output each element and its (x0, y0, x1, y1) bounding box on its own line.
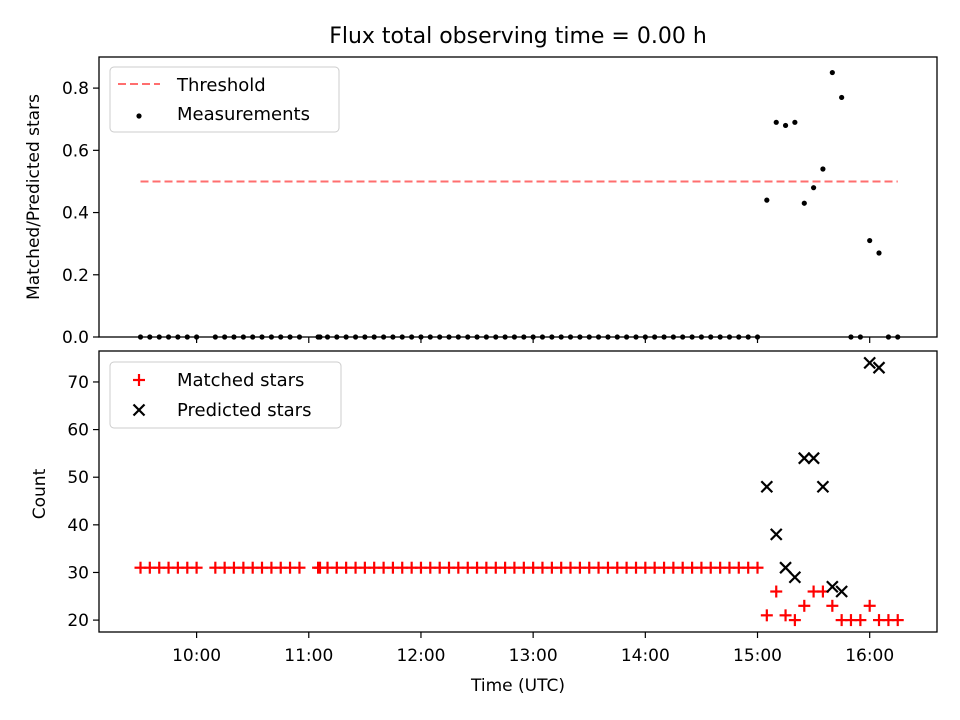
measurements-legend-swatch (136, 113, 142, 119)
matched-star-point (760, 609, 773, 622)
predicted-star-point (826, 580, 839, 594)
predicted-star-point (798, 451, 811, 465)
top-y-tick-label: 0.6 (62, 141, 89, 161)
x-tick-label: 12:00 (396, 646, 445, 666)
bottom-legend-box (109, 361, 342, 429)
x-tick-label: 10:00 (172, 646, 221, 666)
measurement-point (829, 69, 835, 76)
predicted-star-point (807, 451, 820, 465)
top-y-tick-label: 0.0 (62, 328, 89, 348)
bottom-y-tick-label: 30 (67, 563, 89, 583)
top-legend: Threshold Measurements (109, 66, 340, 133)
x-tick-label: 16:00 (845, 646, 894, 666)
x-axis-label: Time (UTC) (470, 676, 565, 696)
bottom-plot-frame (98, 350, 938, 633)
measurement-point (810, 185, 817, 191)
measurement-point (820, 166, 826, 172)
predicted-legend-swatch (132, 403, 146, 417)
measurement-point (876, 250, 882, 256)
bottom-y-tick-label: 50 (67, 468, 89, 488)
matched-star-point (788, 614, 801, 627)
measurement-point (764, 197, 770, 203)
matched-star-point (826, 599, 839, 612)
bottom-x-ticks: 10:00 11:00 12:00 13:00 14:00 15:00 16:00 (172, 632, 894, 666)
bottom-y-tick-label: 70 (67, 373, 89, 393)
bottom-plot-marks (134, 356, 904, 627)
matched-star-point (751, 561, 764, 574)
predicted-legend-label: Predicted stars (177, 400, 311, 421)
predicted-star-point (788, 570, 802, 584)
matched-legend-swatch (133, 374, 145, 386)
predicted-star-point (769, 528, 783, 541)
matched-star-point (293, 561, 306, 574)
top-y-tick-label: 0.2 (62, 266, 89, 286)
matched-star-point (891, 614, 904, 627)
matched-star-point (854, 614, 867, 627)
measurement-point (782, 122, 789, 129)
top-panel: 0.00.20.40.60.8 Matched/Predicted stars … (24, 56, 938, 348)
predicted-star-point (816, 480, 830, 494)
bottom-y-tick-label: 40 (67, 516, 89, 536)
measurement-point (839, 94, 845, 101)
bottom-y-tick-label: 60 (67, 421, 89, 441)
matched-star-point (770, 585, 783, 598)
matched-star-point (798, 599, 811, 612)
x-tick-label: 13:00 (509, 646, 558, 666)
measurements-legend-label: Measurements (177, 104, 310, 125)
bottom-y-ticks: 20 30 40 50 60 70 (67, 373, 99, 631)
predicted-star-point (863, 356, 876, 370)
bottom-y-axis-label: Count (30, 468, 50, 519)
top-y-tick-label: 0.4 (62, 204, 89, 224)
measurement-point (867, 237, 873, 244)
x-tick-label: 11:00 (284, 646, 333, 666)
matched-legend-label: Matched stars (177, 370, 304, 391)
bottom-panel: 20 30 40 50 60 70 10:00 11:00 12:00 13:00 14:00 15… (30, 350, 938, 696)
top-legend-box (109, 66, 340, 133)
predicted-star-point (872, 361, 886, 374)
matched-star-point (779, 609, 792, 622)
predicted-star-point (760, 480, 774, 494)
matched-star-point (863, 599, 876, 612)
bottom-legend: Matched stars Predicted stars (109, 361, 342, 429)
threshold-legend-label: Threshold (176, 75, 266, 96)
measurement-point (773, 119, 779, 125)
top-y-ticks: 0.0 0.2 0.4 0.6 0.8 (62, 79, 871, 348)
matched-star-point (190, 561, 203, 574)
top-plot-frame (98, 56, 938, 338)
chart-title: Flux total observing time = 0.00 h (329, 24, 707, 49)
predicted-star-point (779, 561, 792, 574)
x-tick-label: 15:00 (733, 646, 782, 666)
top-y-tick-label: 0.8 (62, 79, 89, 99)
measurement-point (801, 200, 807, 206)
measurement-point (792, 119, 798, 125)
predicted-star-point (835, 585, 848, 598)
bottom-y-tick-label: 20 (67, 611, 89, 631)
top-y-axis-label: Matched/Predicted stars (24, 94, 44, 300)
x-tick-label: 14:00 (621, 646, 670, 666)
